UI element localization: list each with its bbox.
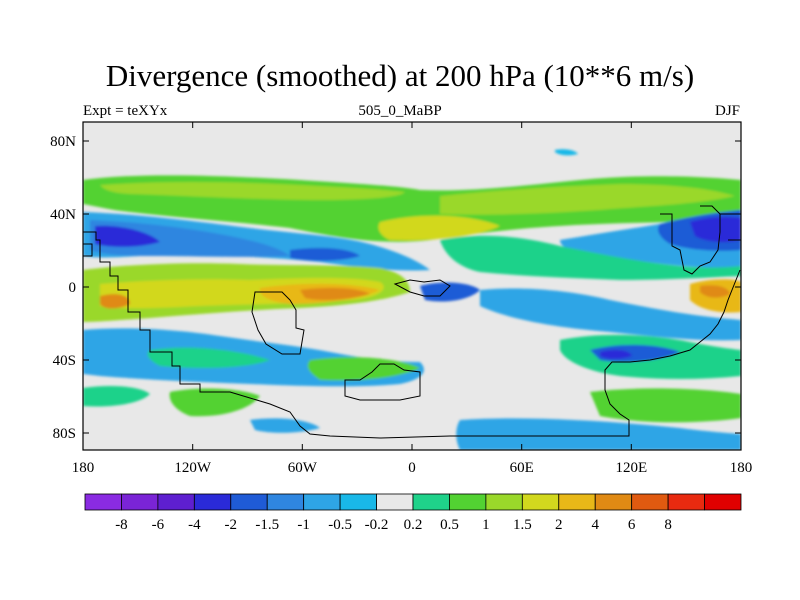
divergence-field [83,122,741,450]
colorbar-label: 6 [628,517,636,533]
colorbar: -8 -6 -4 -2 -1.5 -1 -0.5 -0.2 0.2 0.5 1 1.5 2 4 6 8 [84,493,742,533]
experiment-label: Expt = teXYx [83,103,168,119]
colorbar-label: -8 [115,517,128,533]
latitude-axis: 80N 40N 0 40S 80S [50,134,741,442]
lat-label: 40S [53,353,76,369]
colorbar-label: -6 [152,517,165,533]
colorbar-swatch [485,493,523,511]
colorbar-swatch [84,493,122,511]
colorbar-swatch [704,493,742,511]
colorbar-swatch [193,493,232,511]
colorbar-swatch [303,493,341,511]
colorbar-label: -1 [297,517,310,533]
colorbar-swatch [266,493,305,511]
colorbar-swatch [121,493,159,511]
lon-label: 60W [288,460,318,476]
lat-label: 80N [50,134,76,150]
season-label: DJF [714,103,740,119]
colorbar-swatch [412,493,450,511]
colorbar-label: -0.5 [328,517,352,533]
colorbar-swatch [631,493,669,511]
coastlines [83,205,741,439]
colorbar-swatch [339,493,377,511]
lon-label: 0 [408,460,416,476]
colorbar-label: 1.5 [513,517,532,533]
colorbar-label: -1.5 [255,517,279,533]
lon-label: 120W [174,460,212,476]
lat-label: 0 [69,280,77,296]
colorbar-swatch [594,493,633,511]
colorbar-label: 1 [482,517,490,533]
colorbar-label: 2 [555,517,563,533]
colorbar-swatch [521,493,560,511]
lon-label: 60E [510,460,534,476]
lon-label: 120E [615,460,647,476]
colorbar-label: -2 [225,517,238,533]
case-label: 505_0_MaBP [358,103,442,119]
lat-label: 40N [50,207,76,223]
colorbar-swatch [230,493,268,511]
colorbar-swatch [157,493,195,511]
lon-label: 180 [72,460,95,476]
lon-label: 180 [730,460,753,476]
colorbar-label: -0.2 [365,517,389,533]
colorbar-label: 8 [664,517,672,533]
lat-label: 80S [53,426,76,442]
page-title: Divergence (smoothed) at 200 hPa (10**6 … [105,58,695,93]
colorbar-label: 0.5 [440,517,459,533]
colorbar-label: -4 [188,517,201,533]
longitude-axis: 180 120W 60W 0 60E 120E 180 [72,122,753,476]
colorbar-label: 0.2 [404,517,423,533]
colorbar-swatch [376,493,414,511]
colorbar-label: 4 [591,517,599,533]
colorbar-swatch [667,493,705,511]
colorbar-swatch [558,493,596,511]
colorbar-swatch [449,493,487,511]
